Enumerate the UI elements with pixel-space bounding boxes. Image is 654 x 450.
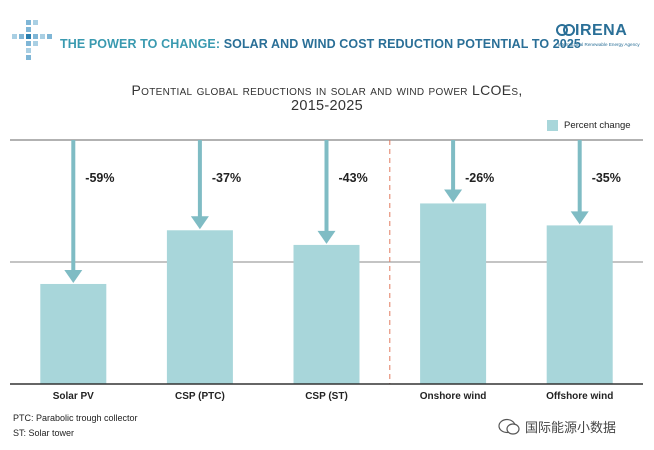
- title-accent: THE POWER TO CHANGE:: [60, 37, 221, 51]
- chart-title: Potential global reductions in solar and…: [131, 82, 523, 98]
- data-label: -59%: [85, 171, 114, 185]
- footnote-ptc: PTC: Parabolic trough collector: [13, 413, 138, 423]
- category-label: Onshore wind: [420, 391, 487, 402]
- legend-swatch: [547, 120, 558, 131]
- arrow-head: [190, 216, 209, 230]
- wechat-icon: [498, 418, 520, 435]
- arrow-head: [444, 189, 463, 203]
- bar: [546, 225, 613, 384]
- page-title: THE POWER TO CHANGE: SOLAR AND WIND COST…: [60, 37, 581, 51]
- category-label: CSP (ST): [305, 391, 348, 402]
- arrow-head: [317, 230, 336, 244]
- title-rest: SOLAR AND WIND COST REDUCTION POTENTIAL …: [223, 37, 581, 51]
- data-label: -26%: [465, 171, 494, 185]
- data-label: -37%: [212, 171, 241, 185]
- data-label: -43%: [339, 171, 368, 185]
- legend: Percent change: [547, 120, 631, 131]
- watermark-text: 国际能源小数据: [525, 420, 617, 435]
- category-label: Offshore wind: [546, 391, 613, 402]
- org-full-name: International Renewable Energy Agency: [558, 42, 640, 47]
- legend-label: Percent change: [564, 120, 631, 131]
- bar: [293, 244, 360, 384]
- arrow-head: [570, 211, 589, 225]
- bar: [166, 230, 233, 384]
- data-label: -35%: [592, 171, 621, 185]
- footnote-st: ST: Solar tower: [13, 428, 75, 438]
- chart-subtitle: 2015-2025: [290, 98, 364, 114]
- arrow-head: [64, 269, 83, 283]
- bar: [40, 283, 107, 384]
- plus-pattern-logo-icon: [12, 20, 52, 60]
- bar: [420, 203, 487, 384]
- irena-logo-icon: [556, 24, 575, 36]
- watermark: 国际能源小数据: [498, 417, 616, 436]
- org-name: IRENA: [575, 22, 628, 39]
- category-label: CSP (PTC): [175, 391, 225, 402]
- category-label: Solar PV: [53, 391, 94, 402]
